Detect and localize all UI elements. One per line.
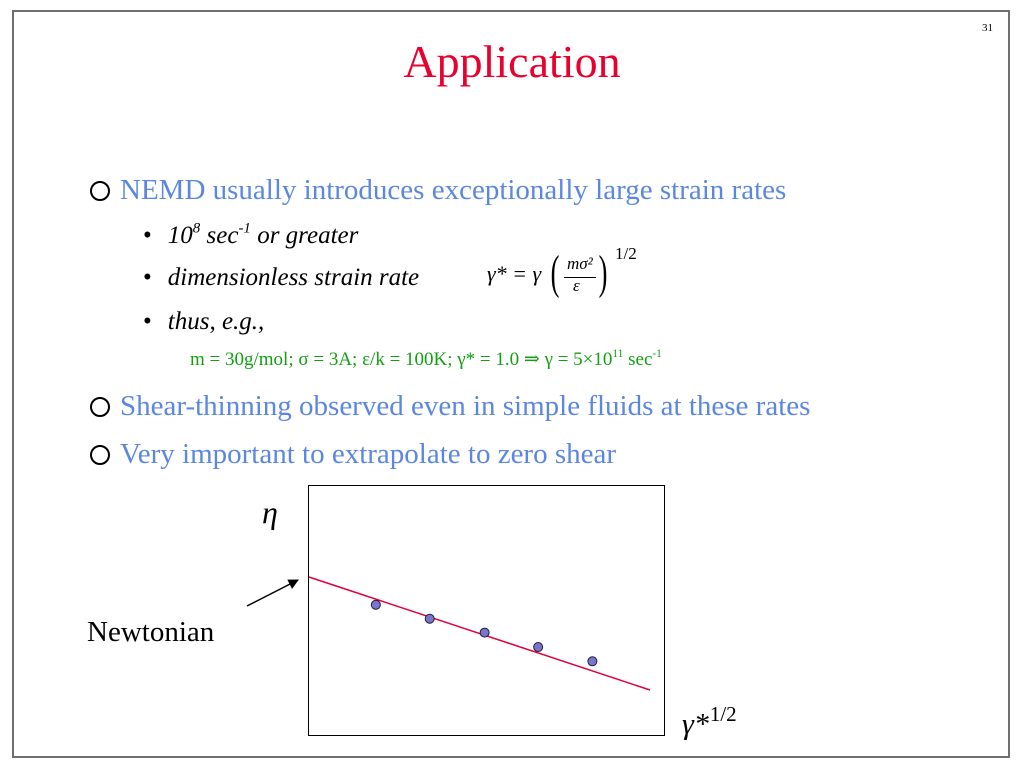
- strain-rate-formula: γ* = γ ( mσ² ε ) 1/2: [487, 244, 647, 306]
- slide-frame: [12, 10, 1010, 758]
- ring-bullet-icon: [90, 181, 110, 201]
- formula-exponent: 1/2: [615, 244, 637, 263]
- left-paren: (: [550, 246, 560, 299]
- dot-bullet-icon: •: [143, 308, 152, 335]
- x-axis-label: γ*1/2: [682, 702, 737, 742]
- data-point-5: [587, 656, 598, 667]
- sub-bullet-text: or greater: [250, 222, 359, 249]
- bullet-strain-rates: NEMD usually introduces exceptionally la…: [90, 173, 786, 207]
- x-axis-symbol: γ*: [682, 707, 709, 741]
- sub-bullet-text: 10: [167, 222, 193, 249]
- right-paren: ): [598, 246, 608, 299]
- x-axis-exponent: 1/2: [709, 702, 737, 726]
- sub-bullet-text: dimensionless strain rate: [167, 264, 420, 291]
- data-point-3: [479, 627, 490, 638]
- bullet-shear-thinning: Shear-thinning observed even in simple f…: [90, 389, 810, 423]
- sub-bullet-magnitude: • 108 sec-1 or greater: [143, 221, 358, 251]
- page-number: 31: [982, 22, 993, 34]
- bullet-text: Very important to extrapolate to zero sh…: [120, 438, 617, 470]
- slide-title: Application: [403, 36, 621, 87]
- data-point-2: [424, 613, 435, 624]
- sub-bullet-text: sec: [200, 222, 239, 249]
- sub-bullet-example: • thus, e.g.,: [143, 307, 264, 337]
- example-text: sec: [623, 349, 653, 370]
- data-point-4: [533, 642, 544, 653]
- fraction-bar: [564, 277, 596, 278]
- bullet-extrapolate: Very important to extrapolate to zero sh…: [90, 437, 616, 471]
- data-point-1: [370, 599, 381, 610]
- y-axis-label: η: [262, 494, 278, 530]
- superscript: 11: [612, 348, 624, 361]
- formula-numerator: mσ²: [567, 254, 593, 273]
- ring-bullet-icon: [90, 397, 110, 417]
- formula-lhs: γ* = γ: [487, 261, 542, 286]
- dot-bullet-icon: •: [143, 264, 152, 291]
- example-text: m = 30g/mol; σ = 3A; ε/k = 100K; γ* = 1.…: [190, 349, 613, 370]
- superscript: -1: [238, 220, 251, 237]
- example-values: m = 30g/mol; σ = 3A; ε/k = 100K; γ* = 1.…: [190, 348, 662, 372]
- chart-frame: [308, 485, 665, 736]
- ring-bullet-icon: [90, 445, 110, 465]
- bullet-text: Shear-thinning observed even in simple f…: [120, 390, 811, 422]
- dot-bullet-icon: •: [143, 222, 152, 249]
- bullet-text: NEMD usually introduces exceptionally la…: [120, 174, 787, 206]
- sub-bullet-dimensionless: • dimensionless strain rate: [143, 263, 419, 293]
- sub-bullet-text: thus, e.g.,: [167, 308, 265, 335]
- superscript: -1: [652, 348, 662, 361]
- newtonian-arrow: [246, 579, 299, 607]
- superscript: 8: [192, 220, 201, 237]
- formula-denominator: ε: [573, 276, 580, 295]
- fit-line: [308, 576, 651, 691]
- newtonian-annotation: Newtonian: [87, 616, 215, 648]
